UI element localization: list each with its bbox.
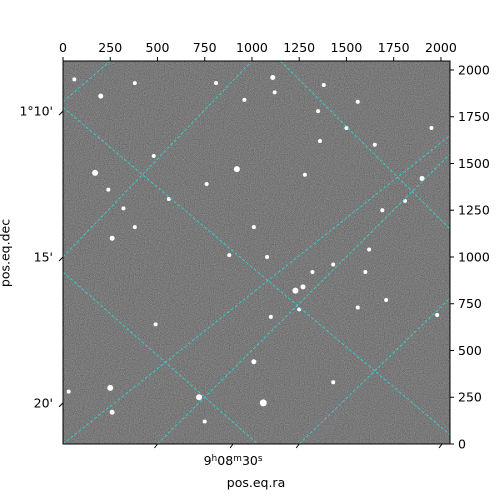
- grid-line: [63, 135, 450, 444]
- star: [202, 419, 207, 424]
- star: [242, 97, 247, 102]
- ra-axis: 9h08m30s: [154, 443, 443, 468]
- star: [153, 322, 158, 327]
- star: [196, 394, 203, 401]
- star: [251, 225, 256, 230]
- right-tick-label: 750: [458, 296, 482, 311]
- star: [292, 287, 299, 294]
- dec-axis: 1°10' 15' 20': [19, 104, 64, 410]
- star: [233, 166, 240, 173]
- star: [272, 90, 277, 95]
- grid-line: [157, 153, 450, 444]
- star: [331, 262, 336, 267]
- star: [331, 380, 336, 385]
- star: [419, 175, 425, 181]
- right-tick-label: 1250: [458, 203, 490, 218]
- star: [109, 409, 115, 415]
- grid-line: [63, 61, 253, 258]
- star: [380, 208, 385, 213]
- star: [363, 269, 368, 274]
- right-tick-label: 0: [458, 437, 466, 452]
- image-noise: [63, 61, 450, 444]
- star: [204, 182, 209, 187]
- right-tick-label: 2000: [458, 62, 490, 77]
- grid-line: [63, 61, 111, 103]
- ra-tick: [154, 443, 158, 449]
- top-pixel-axis: 0 250 500 750 1000 1250 1500 1750 2000: [59, 40, 457, 61]
- top-tick-label: 2000: [425, 40, 457, 55]
- dec-tick-label: 1°10': [19, 104, 53, 119]
- ra-tick-label: 9h08m30s: [204, 453, 263, 468]
- x-axis-label: pos.eq.ra: [227, 475, 285, 490]
- star: [310, 269, 315, 274]
- top-tick-label: 250: [98, 40, 122, 55]
- star: [268, 314, 273, 319]
- star: [265, 254, 270, 259]
- right-tick-label: 250: [458, 390, 482, 405]
- y-axis-label: pos.eq.dec: [0, 219, 13, 287]
- grid-line: [63, 106, 450, 436]
- star: [132, 81, 137, 86]
- right-tick-label: 1500: [458, 156, 490, 171]
- coordinate-grid: [63, 61, 450, 444]
- star: [66, 389, 71, 394]
- star: [321, 82, 326, 87]
- star: [227, 253, 232, 258]
- grid-line: [63, 271, 258, 444]
- star: [344, 125, 349, 130]
- star: [72, 77, 77, 82]
- star: [151, 154, 156, 159]
- top-tick-label: 750: [193, 40, 217, 55]
- star: [109, 235, 115, 241]
- star: [302, 172, 307, 177]
- star: [121, 206, 126, 211]
- top-tick-label: 1000: [236, 40, 268, 55]
- star: [316, 109, 321, 114]
- top-tick-label: 1250: [283, 40, 315, 55]
- star: [259, 399, 267, 407]
- star: [355, 99, 360, 104]
- star: [300, 284, 306, 290]
- dec-tick: [58, 402, 64, 408]
- star: [372, 142, 377, 147]
- star: [132, 225, 137, 230]
- dec-tick-label: 20': [34, 395, 53, 410]
- plot-frame: [62, 60, 451, 445]
- star: [270, 74, 276, 80]
- top-tick-label: 1750: [378, 40, 410, 55]
- right-tick-label: 1750: [458, 109, 490, 124]
- star: [429, 125, 434, 130]
- star: [384, 298, 389, 303]
- ra-tick: [438, 443, 443, 449]
- top-tick-label: 1500: [331, 40, 363, 55]
- top-tick-label: 0: [59, 40, 67, 55]
- star: [106, 187, 111, 192]
- star: [214, 81, 219, 86]
- stars-layer: [66, 74, 440, 424]
- dec-tick-label: 15': [34, 249, 53, 264]
- star: [355, 305, 360, 310]
- ra-tick: [295, 443, 300, 449]
- star: [107, 384, 114, 391]
- star: [367, 247, 372, 252]
- star: [317, 139, 322, 144]
- right-pixel-axis: 0 250 500 750 1000 1250 1500 1750 2000: [450, 62, 490, 452]
- star: [251, 359, 257, 365]
- right-tick-label: 500: [458, 343, 482, 358]
- star: [92, 169, 99, 176]
- dec-tick: [58, 256, 64, 262]
- ra-tick: [229, 443, 234, 449]
- dec-tick: [58, 110, 64, 116]
- top-tick-label: 500: [146, 40, 170, 55]
- star: [435, 312, 440, 317]
- star: [98, 93, 104, 99]
- right-tick-label: 1000: [458, 249, 490, 264]
